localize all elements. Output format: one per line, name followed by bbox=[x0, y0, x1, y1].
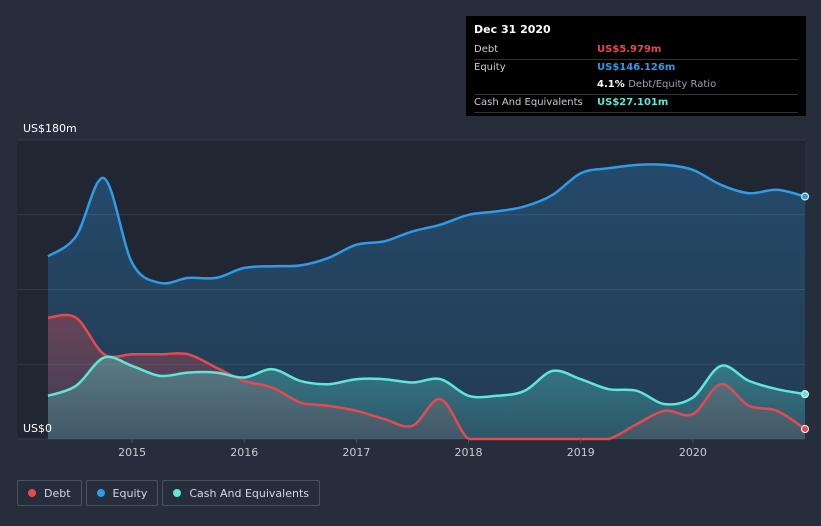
equity-end-marker bbox=[801, 192, 809, 201]
x-tick-label-2019: 2019 bbox=[567, 446, 595, 459]
debt-end-marker bbox=[801, 425, 809, 434]
tooltip-equity-label: Equity bbox=[474, 62, 506, 73]
x-tick-label-2016: 2016 bbox=[230, 446, 258, 459]
tooltip-equity-value: US$146.126m bbox=[597, 62, 676, 73]
legend-cash-dot bbox=[173, 489, 182, 497]
tooltip-row-ratio: 4.1% Debt/Equity Ratio bbox=[474, 77, 798, 95]
tooltip-ratio-value: 4.1% bbox=[597, 79, 625, 90]
cash-and-equivalents-line bbox=[47, 355, 806, 406]
legend-debt-dot bbox=[28, 489, 36, 497]
x-tick-label-2015: 2015 bbox=[118, 446, 146, 459]
debt-line bbox=[47, 313, 806, 441]
equity-area bbox=[48, 164, 805, 439]
legend-cash-label: Cash And Equivalents bbox=[189, 486, 309, 500]
x-axis-ticks: 2015 2016 2017 2018 2019 2020 bbox=[118, 439, 707, 459]
tooltip-row-equity: Equity US$146.126m bbox=[474, 60, 798, 77]
x-tick-label-2020: 2020 bbox=[679, 446, 707, 459]
series-lines bbox=[47, 163, 806, 441]
tooltip-debt-label: Debt bbox=[474, 44, 499, 55]
legend-equity-label: Equity bbox=[112, 486, 148, 500]
cash-and-equivalents-end-marker bbox=[801, 390, 809, 399]
legend-equity-dot bbox=[96, 489, 105, 497]
tooltip-debt-value: US$5.979m bbox=[597, 44, 662, 55]
tooltip-row-debt: Debt US$5.979m bbox=[474, 42, 798, 60]
tooltip-date: Dec 31 2020 bbox=[474, 23, 551, 36]
tooltip-panel: Dec 31 2020 Debt US$5.979m Equity US$146… bbox=[466, 16, 806, 116]
tooltip-ratio: 4.1% Debt/Equity Ratio bbox=[597, 79, 716, 90]
x-tick-label-2018: 2018 bbox=[455, 446, 483, 459]
tooltip-cash-label: Cash And Equivalents bbox=[474, 97, 583, 108]
tooltip-cash-value: US$27.101m bbox=[597, 97, 669, 108]
legend-debt-label: Debt bbox=[44, 486, 71, 500]
endpoint-markers bbox=[801, 192, 809, 434]
x-tick-label-2017: 2017 bbox=[342, 446, 370, 459]
legend-item-debt[interactable]: Debt bbox=[17, 480, 82, 506]
y-axis-top-label: US$180m bbox=[23, 122, 77, 135]
legend-item-equity[interactable]: Equity bbox=[85, 480, 159, 506]
tooltip-row-cash: Cash And Equivalents US$27.101m bbox=[474, 95, 798, 113]
equity-line bbox=[47, 163, 806, 285]
legend-item-cash[interactable]: Cash And Equivalents bbox=[162, 480, 320, 506]
tooltip-ratio-label: Debt/Equity Ratio bbox=[628, 79, 717, 90]
legend: Debt Equity Cash And Equivalents bbox=[17, 480, 320, 506]
y-axis-bottom-label: US$0 bbox=[23, 422, 52, 435]
